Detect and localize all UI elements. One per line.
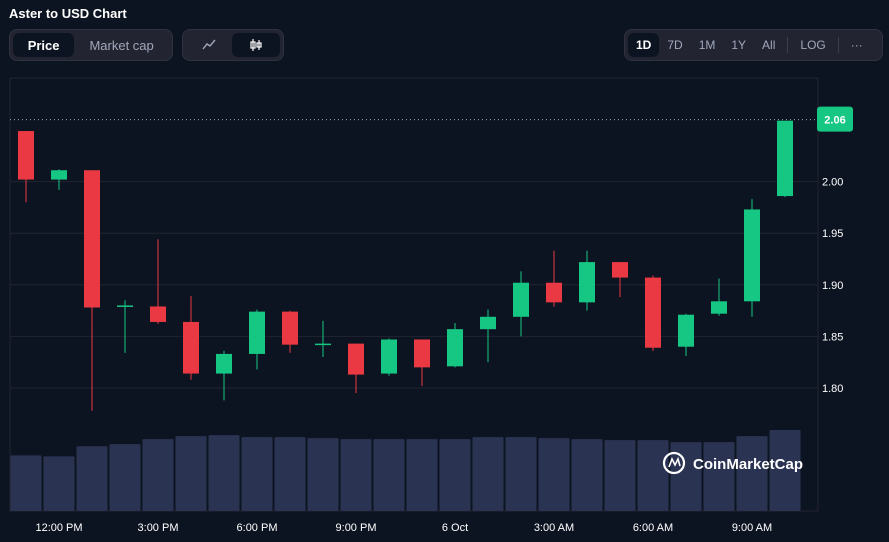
volume-bar	[208, 435, 240, 511]
x-tick-label: 3:00 PM	[138, 522, 179, 534]
y-tick-label: 1.80	[822, 383, 843, 395]
volume-bar	[703, 442, 735, 511]
volume-bar	[175, 436, 207, 511]
candle-body	[777, 120, 793, 197]
x-tick-label: 9:00 AM	[732, 522, 772, 534]
x-tick-label: 6 Oct	[442, 522, 468, 534]
x-tick-label: 12:00 PM	[35, 522, 82, 534]
candle-body	[315, 343, 331, 346]
candle-body	[744, 209, 760, 302]
x-tick-label: 6:00 PM	[237, 522, 278, 534]
volume-bar	[439, 439, 471, 511]
volume-bar	[538, 438, 570, 511]
candle-body	[216, 353, 232, 374]
candle-body	[546, 282, 562, 303]
candle-body	[183, 321, 199, 374]
volume-bar	[505, 437, 537, 511]
divider	[837, 37, 839, 53]
volume-bar	[274, 437, 306, 511]
candle-body	[18, 131, 34, 180]
candle-body	[513, 282, 529, 317]
candle-body	[51, 170, 67, 180]
x-tick-label: 9:00 PM	[336, 522, 377, 534]
current-price-badge	[817, 106, 853, 132]
volume-bar	[76, 446, 108, 511]
volume-bar	[43, 456, 75, 511]
candle-body	[579, 262, 595, 303]
page-title: Aster to USD Chart	[9, 6, 127, 21]
candlestick-icon	[250, 39, 262, 51]
volume-bar	[307, 438, 339, 511]
candle-body	[150, 306, 166, 322]
log-toggle[interactable]: LOG	[800, 38, 826, 52]
y-tick-label: 1.95	[822, 228, 843, 240]
current-price-label: 2.06	[824, 115, 845, 127]
divider	[787, 37, 789, 53]
volume-bar	[241, 437, 273, 511]
range-1y[interactable]: 1Y	[731, 38, 747, 52]
candlestick-button[interactable]	[232, 33, 280, 57]
candle-body	[447, 329, 463, 367]
tab-market-cap[interactable]: Market cap	[89, 37, 154, 53]
range-toggle: 1D 7D 1M 1Y All LOG ···	[624, 29, 883, 61]
volume-bar	[340, 439, 372, 511]
y-tick-label: 1.85	[822, 331, 843, 343]
candle-body	[645, 277, 661, 348]
candle-body	[117, 305, 133, 307]
candle-body	[282, 311, 298, 345]
candle-body	[612, 262, 628, 278]
line-chart-button[interactable]	[186, 33, 232, 57]
candle-body	[711, 301, 727, 314]
candle-body	[84, 170, 100, 308]
more-options-button[interactable]: ···	[850, 38, 863, 52]
candle-body	[480, 316, 496, 330]
volume-bar	[736, 436, 768, 511]
y-tick-label: 1.90	[822, 280, 843, 292]
volume-bar	[571, 439, 603, 511]
range-7d[interactable]: 7D	[667, 38, 683, 52]
coinmarketcap-logo-mark-icon	[668, 456, 681, 468]
volume-bar	[109, 444, 141, 511]
candle-body	[348, 343, 364, 375]
volume-bar	[406, 439, 438, 511]
volume-bar	[142, 439, 174, 511]
volume-bar	[637, 440, 669, 511]
candle-body	[381, 339, 397, 374]
x-tick-label: 3:00 AM	[534, 522, 574, 534]
range-1m[interactable]: 1M	[698, 38, 716, 52]
metric-toggle: Price Market cap	[9, 29, 173, 61]
volume-bar	[769, 430, 801, 511]
chart-type-toggle	[182, 29, 284, 61]
volume-bar	[10, 455, 42, 511]
tab-price[interactable]: Price	[13, 33, 75, 57]
range-1d[interactable]: 1D	[628, 33, 660, 57]
x-tick-label: 6:00 AM	[633, 522, 673, 534]
line-chart-icon	[202, 39, 216, 50]
volume-bar	[472, 437, 504, 511]
volume-bar	[604, 440, 636, 511]
candle-body	[678, 314, 694, 347]
candle-body	[249, 311, 265, 354]
volume-bar	[373, 439, 405, 511]
coinmarketcap-logo-icon	[662, 451, 686, 475]
candle-body	[414, 339, 430, 368]
range-all[interactable]: All	[762, 38, 776, 52]
y-tick-label: 2.00	[822, 177, 843, 189]
watermark-text: CoinMarketCap	[693, 456, 803, 473]
